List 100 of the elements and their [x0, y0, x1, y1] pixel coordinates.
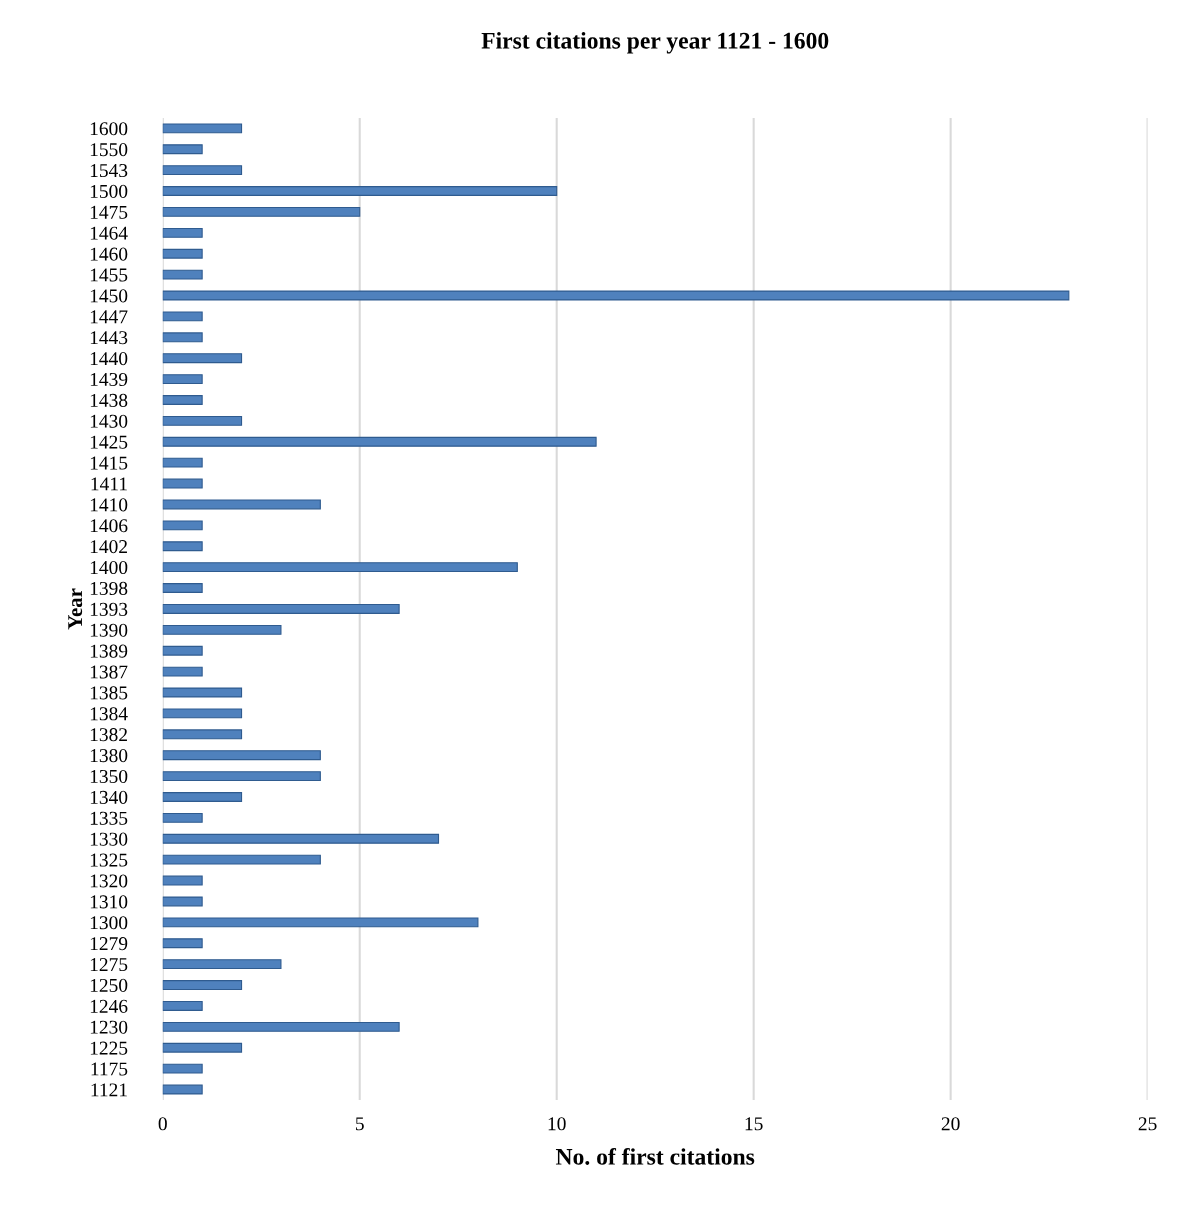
y-tick-label: 1550	[90, 143, 128, 157]
bar	[162, 708, 243, 719]
bar	[162, 729, 243, 740]
y-tick-label: 1455	[90, 268, 128, 282]
bar	[162, 750, 321, 761]
bar	[162, 875, 203, 886]
bar	[162, 771, 321, 782]
y-tick-label: 1380	[90, 749, 128, 763]
bar	[162, 603, 400, 614]
y-tick-label: 1450	[90, 289, 128, 303]
y-tick-label: 1225	[90, 1041, 128, 1055]
y-tick-label: 1300	[90, 916, 128, 930]
y-tick-label: 1330	[90, 832, 128, 846]
bar	[162, 812, 203, 823]
y-tick-label: 1384	[90, 707, 128, 721]
y-tick-label: 1230	[90, 1020, 128, 1034]
x-tick-label: 20	[941, 1117, 960, 1131]
y-tick-label: 1340	[90, 790, 128, 804]
y-tick-label: 1600	[90, 122, 128, 136]
y-tick-label: 1500	[90, 184, 128, 198]
y-tick-label: 1400	[90, 560, 128, 575]
bar	[162, 395, 203, 405]
y-tick-label: 1175	[91, 1062, 128, 1076]
bar	[162, 1042, 243, 1053]
bar	[162, 436, 597, 447]
y-tick-label: 1475	[90, 205, 128, 219]
bar	[162, 896, 203, 907]
bar	[162, 457, 203, 468]
bar	[162, 687, 243, 698]
y-tick-label: 1410	[90, 498, 128, 512]
y-tick-label: 1415	[90, 456, 128, 470]
bar	[162, 792, 243, 802]
y-tick-label: 1406	[90, 519, 128, 533]
y-tick-label: 1279	[90, 937, 128, 951]
x-tick-label: 15	[745, 1117, 763, 1131]
bar	[162, 311, 203, 322]
bar	[162, 666, 203, 677]
y-tick-label: 1411	[91, 477, 127, 491]
y-tick-label: 1430	[90, 414, 128, 428]
bar	[162, 1063, 203, 1074]
bar	[162, 1021, 400, 1032]
y-tick-label: 1387	[90, 665, 128, 679]
bar	[162, 1000, 203, 1011]
bar	[162, 374, 203, 385]
y-tick-label: 1320	[90, 874, 128, 888]
y-tick-label: 1443	[90, 331, 128, 345]
bar	[162, 269, 203, 280]
bar	[162, 227, 203, 238]
bar	[162, 478, 203, 489]
bar	[162, 541, 203, 552]
bar	[162, 1084, 203, 1095]
x-tick-label: 10	[548, 1117, 566, 1131]
y-tick-label: 1385	[90, 686, 128, 700]
y-tick-label: 1543	[90, 164, 128, 178]
bar	[162, 624, 282, 635]
y-tick-label: 1250	[90, 978, 128, 992]
bar	[162, 854, 321, 865]
bar	[162, 123, 243, 134]
bar	[162, 499, 321, 510]
bar	[162, 290, 1070, 301]
bar	[162, 186, 558, 196]
y-tick-label: 1447	[90, 310, 128, 324]
y-tick-label: 1246	[90, 999, 128, 1013]
bar	[162, 520, 203, 531]
y-tick-label: 1460	[90, 247, 128, 261]
bar	[162, 583, 203, 593]
y-tick-label: 1389	[90, 644, 128, 658]
bar	[162, 332, 203, 343]
bar	[162, 959, 282, 970]
chart-title: First citations per year 1121 - 1600	[481, 32, 829, 54]
bar	[162, 645, 203, 656]
bar	[162, 248, 203, 259]
x-axis-title: No. of first citations	[555, 1147, 755, 1165]
bar	[162, 353, 243, 364]
x-tick-label: 5	[356, 1117, 364, 1131]
bar	[162, 415, 243, 426]
bar	[162, 980, 243, 990]
y-tick-label: 1310	[90, 895, 128, 909]
y-tick-label: 1425	[90, 435, 128, 449]
x-tick-label: 0	[158, 1117, 167, 1131]
y-tick-label: 1275	[90, 958, 128, 972]
bar	[162, 917, 479, 928]
y-tick-label: 1402	[90, 540, 127, 554]
y-tick-label: 1382	[90, 728, 127, 742]
y-tick-label: 1393	[90, 602, 128, 616]
bar	[162, 165, 243, 176]
y-tick-label: 1438	[90, 393, 128, 407]
y-tick-label: 1335	[90, 811, 128, 825]
y-tick-label: 1350	[90, 769, 128, 784]
y-tick-label: 1440	[90, 352, 128, 366]
y-tick-label: 1121	[91, 1083, 127, 1097]
y-axis-title: Year	[68, 588, 83, 630]
x-tick-label: 25	[1138, 1117, 1157, 1131]
y-tick-label: 1464	[90, 226, 128, 240]
bar	[162, 144, 203, 155]
y-tick-label: 1439	[90, 372, 128, 387]
bar	[162, 206, 361, 217]
y-tick-label: 1325	[90, 853, 128, 867]
y-tick-label: 1390	[90, 623, 128, 637]
bar	[162, 833, 440, 844]
